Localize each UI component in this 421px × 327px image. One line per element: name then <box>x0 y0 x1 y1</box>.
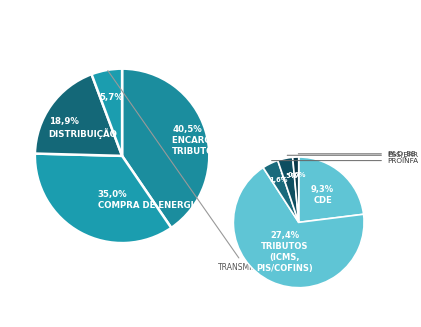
Text: 5,7%: 5,7% <box>100 93 123 102</box>
Wedge shape <box>233 167 364 288</box>
Wedge shape <box>91 69 122 156</box>
Text: 27,4%
TRIBUTOS
(ICMS,
PIS/COFINS): 27,4% TRIBUTOS (ICMS, PIS/COFINS) <box>256 231 313 273</box>
Text: 1,5%: 1,5% <box>280 173 298 179</box>
Text: 0,6%: 0,6% <box>287 172 306 178</box>
Text: PROINFA: PROINFA <box>272 158 418 164</box>
Wedge shape <box>278 157 299 222</box>
Wedge shape <box>299 157 364 222</box>
Wedge shape <box>122 69 209 228</box>
Wedge shape <box>293 157 299 222</box>
Text: 9,3%
CDE: 9,3% CDE <box>311 185 334 205</box>
Text: 18,9%
DISTRIBUIÇÃO: 18,9% DISTRIBUIÇÃO <box>48 117 117 139</box>
Text: P&D_EE: P&D_EE <box>298 150 416 157</box>
Wedge shape <box>35 154 171 243</box>
Wedge shape <box>263 161 299 222</box>
Text: 40,5%
ENCARGOS E
TRIBUTOS: 40,5% ENCARGOS E TRIBUTOS <box>172 125 234 156</box>
Text: 1,6%: 1,6% <box>269 177 288 183</box>
Text: ESS/ERR: ESS/ERR <box>287 152 418 158</box>
Wedge shape <box>35 74 122 156</box>
Text: TRANSMISSÃO: TRANSMISSÃO <box>108 71 273 272</box>
Text: 35,0%
COMPRA DE ENERGIA: 35,0% COMPRA DE ENERGIA <box>98 190 200 210</box>
